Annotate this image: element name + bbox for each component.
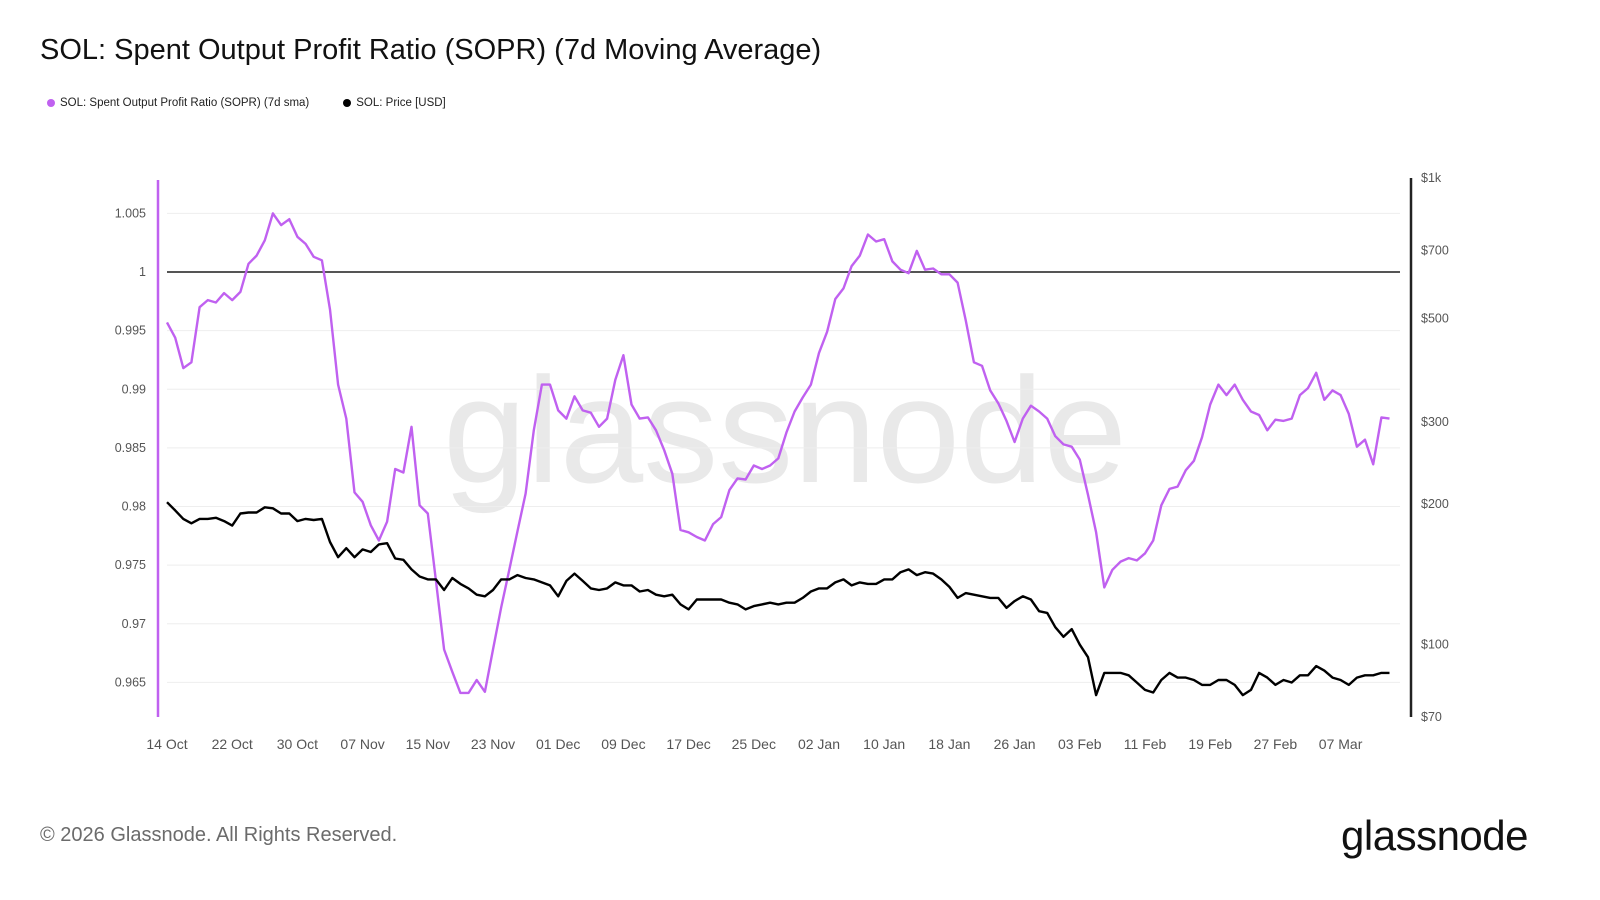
x-tick-label: 30 Oct [277,736,318,752]
x-tick-label: 15 Nov [406,736,450,752]
y-left-tick-label: 0.995 [115,324,146,338]
legend: SOL: Spent Output Profit Ratio (SOPR) (7… [47,97,446,109]
x-tick-label: 26 Jan [994,736,1036,752]
y-left-tick-label: 0.99 [122,382,146,396]
legend-label-price: SOL: Price [USD] [356,97,446,109]
copyright: © 2026 Glassnode. All Rights Reserved. [40,824,398,846]
y-right-tick-label: $700 [1421,243,1449,257]
x-tick-label: 19 Feb [1188,736,1232,752]
legend-swatch-price [343,99,352,107]
y-right-tick-label: $500 [1421,311,1449,325]
y-left-tick-label: 0.965 [115,675,146,689]
x-tick-label: 09 Dec [601,736,645,752]
y-right-tick-label: $200 [1421,497,1449,511]
y-right-tick-label: $300 [1421,415,1449,429]
x-tick-label: 25 Dec [732,736,776,752]
x-tick-label: 01 Dec [536,736,580,752]
watermark: glassnode [443,346,1127,514]
y-right-tick-label: $70 [1421,710,1442,724]
legend-swatch-sopr [47,99,55,107]
y-left-tick-label: 0.975 [115,558,146,572]
y-left-tick-label: 0.97 [122,617,146,631]
price-series-line [166,501,1390,697]
x-tick-label: 23 Nov [471,736,515,752]
x-tick-label: 10 Jan [863,736,905,752]
x-tick-label: 07 Nov [340,736,384,752]
x-tick-label: 18 Jan [928,736,970,752]
x-tick-label: 22 Oct [212,736,253,752]
glassnode-logo: glassnode [1341,812,1528,859]
y-left-tick-label: 0.98 [122,500,146,514]
sopr-series-line [165,212,1390,695]
x-tick-label: 11 Feb [1124,736,1167,752]
y-left-tick-label: 0.985 [115,441,146,455]
x-tick-label: 14 Oct [146,736,187,752]
x-tick-label: 07 Mar [1319,736,1363,752]
y-right-tick-label: $1k [1421,171,1442,185]
legend-item-sopr[interactable]: SOL: Spent Output Profit Ratio (SOPR) (7… [47,97,309,109]
legend-label-sopr: SOL: Spent Output Profit Ratio (SOPR) (7… [60,97,310,109]
y-right-tick-label: $100 [1421,638,1449,652]
x-tick-label: 02 Jan [798,736,840,752]
x-tick-label: 27 Feb [1254,736,1298,752]
y-left-tick-label: 1 [139,265,146,279]
x-tick-label: 03 Feb [1058,736,1102,752]
x-tick-label: 17 Dec [666,736,710,752]
y-left-tick-label: 1.005 [115,206,146,220]
chart-title: SOL: Spent Output Profit Ratio (SOPR) (7… [40,34,822,66]
legend-item-price[interactable]: SOL: Price [USD] [343,97,446,109]
